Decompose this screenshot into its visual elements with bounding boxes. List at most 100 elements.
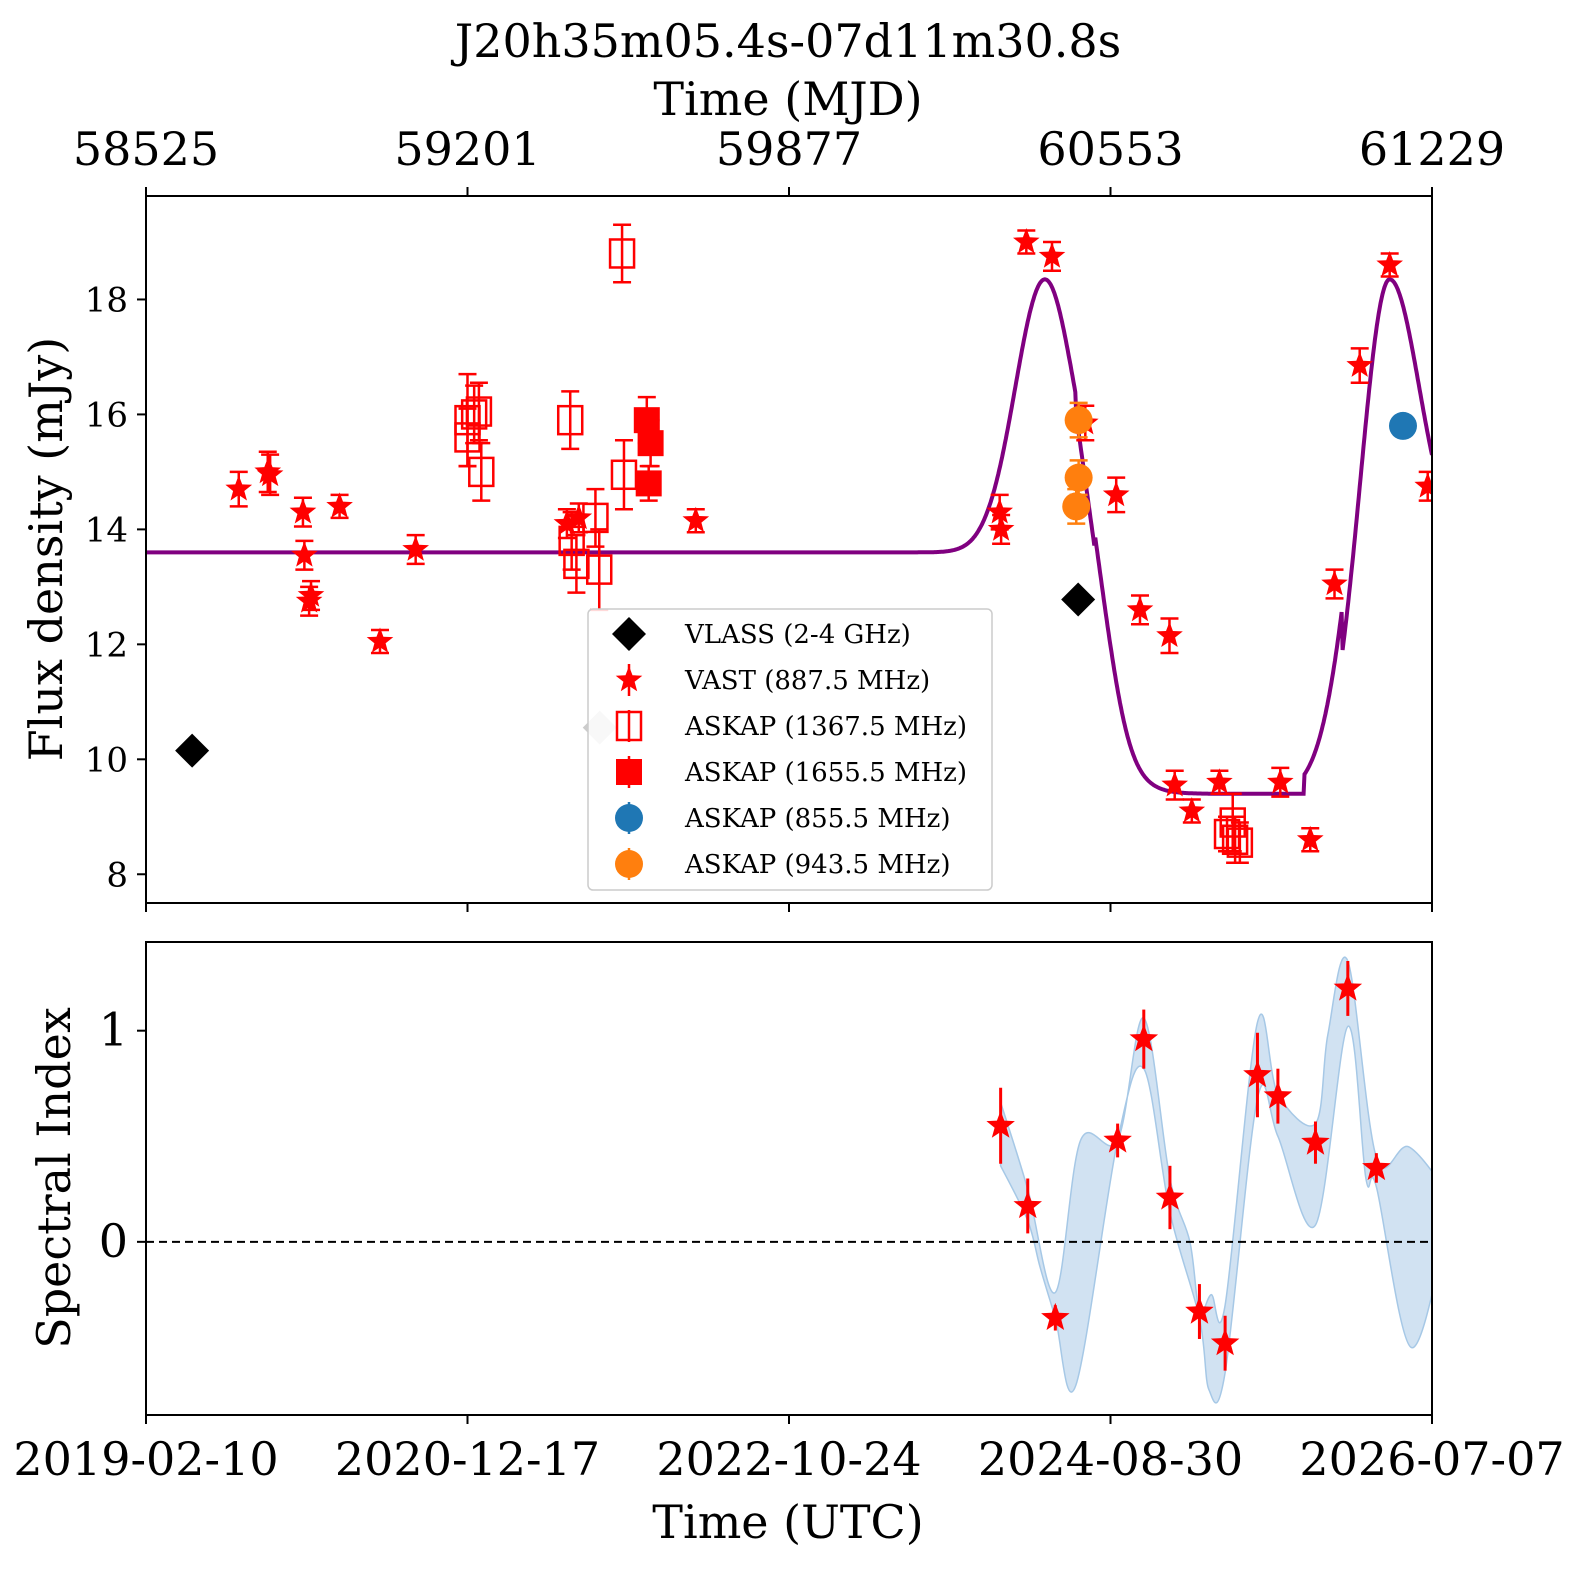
flux-point-star xyxy=(1267,768,1294,794)
spectral-point xyxy=(986,1110,1015,1138)
legend-marker-square-open xyxy=(615,710,643,742)
spectral-point xyxy=(1013,1191,1042,1219)
legend-box xyxy=(587,608,993,891)
flux-panel-frame xyxy=(145,195,1433,904)
flux-point-star xyxy=(366,627,394,653)
bottom-x-axis-label: Time (UTC) xyxy=(652,1495,923,1549)
flux-point-star xyxy=(1126,595,1154,622)
legend-label: VAST (887.5 MHz) xyxy=(684,666,930,696)
flux-point-circle xyxy=(1064,463,1093,492)
flux-point-star xyxy=(1161,771,1188,797)
flux-point-star xyxy=(1444,573,1471,598)
legend: VLASS (2-4 GHz) VAST (887.5 MHz) ASKAP (13… xyxy=(587,608,993,891)
flux-point-diamond xyxy=(175,733,210,768)
top-x-tick-label: 59201 xyxy=(394,122,540,176)
flux-point-square xyxy=(637,430,664,457)
top-x-axis-label: Time (MJD) xyxy=(653,72,922,126)
spectral-point xyxy=(1210,1328,1240,1356)
flux-y-tick-label: 18 xyxy=(85,280,128,320)
flux-point-star xyxy=(289,498,317,524)
chart-title: J20h35m05.4s-07d11m30.8s xyxy=(451,14,1121,68)
legend-marker-diamond xyxy=(612,617,646,651)
flux-y-tick-label: 14 xyxy=(85,510,128,550)
flux-point-square-open xyxy=(460,399,488,430)
flux-point-star xyxy=(402,535,429,561)
flux-point-circle xyxy=(1388,411,1417,440)
flux-y-tick-label: 16 xyxy=(85,395,128,435)
flux-point-star xyxy=(1102,480,1130,507)
flux-point-star xyxy=(1178,797,1206,823)
legend-label: ASKAP (855.5 MHz) xyxy=(684,804,950,834)
bottom-x-tick-label: 2020-12-17 xyxy=(335,1432,600,1486)
flux-point-star xyxy=(987,515,1015,541)
top-x-tick-label: 59877 xyxy=(716,122,862,176)
flux-point-star xyxy=(565,503,593,530)
spectral-point xyxy=(1301,1127,1330,1155)
spectral-point xyxy=(1129,1024,1159,1052)
legend-label: ASKAP (1655.5 MHz) xyxy=(684,758,967,788)
bottom-panel-ticks: 2019-02-10 2020-12-17 2022-10-24 2024-08-30… xyxy=(13,1003,1564,1486)
spectral-y-axis-label: Spectral Index xyxy=(27,1007,81,1349)
flux-point-star xyxy=(291,541,318,567)
flux-point-star xyxy=(1038,242,1066,268)
top-x-tick-label: 61229 xyxy=(1359,122,1505,176)
flux-point-circle xyxy=(1064,406,1093,435)
flux-point-star xyxy=(297,581,325,607)
flux-y-tick-label: 8 xyxy=(106,855,128,895)
legend-marker-circle xyxy=(615,850,643,878)
flux-point-star xyxy=(1321,570,1348,596)
flux-point-square-open xyxy=(582,502,609,534)
flux-point-star xyxy=(986,498,1013,524)
legend-marker-circle xyxy=(615,804,643,832)
flux-point-square xyxy=(635,470,662,497)
spectral-point xyxy=(1243,1060,1272,1088)
bottom-x-tick-label: 2024-08-30 xyxy=(978,1432,1243,1486)
top-panel-ticks: 58525 59201 59877 60553 61229 8 10 12 14 16 18 xyxy=(73,122,1505,912)
spectral-point xyxy=(1185,1296,1214,1324)
legend-marker-star xyxy=(615,666,643,692)
flux-point-square-open xyxy=(558,525,585,557)
flux-point-square-open xyxy=(1221,824,1249,856)
legend-label: ASKAP (943.5 MHz) xyxy=(684,850,950,880)
flux-point-star xyxy=(326,492,353,518)
flux-point-star xyxy=(256,460,284,487)
flux-point-circle xyxy=(1062,492,1091,521)
flux-point-square-open xyxy=(585,554,613,585)
bottom-x-tick-label: 2026-07-07 xyxy=(1299,1432,1564,1486)
flux-point-star xyxy=(1296,825,1324,852)
flux-point-star xyxy=(682,506,710,533)
spectral-point xyxy=(1362,1152,1391,1181)
spectral-point xyxy=(1333,973,1363,1001)
spectral-panel-frame xyxy=(145,941,1433,1416)
flux-point-star xyxy=(1376,251,1403,277)
flux-point-square-open xyxy=(608,238,636,269)
top-x-tick-label: 60553 xyxy=(1037,122,1183,176)
top-x-tick-label: 58525 xyxy=(73,122,219,176)
bottom-x-tick-label: 2022-10-24 xyxy=(656,1432,921,1486)
flux-y-tick-label: 10 xyxy=(85,740,128,780)
flux-point-diamond xyxy=(1061,582,1096,617)
flux-point-star xyxy=(1414,472,1432,498)
legend-label: ASKAP (1367.5 MHz) xyxy=(684,712,967,742)
flux-point-square-open xyxy=(465,396,493,427)
spectral-index-panel: 2019-02-10 2020-12-17 2022-10-24 2024-08-30… xyxy=(13,941,1565,1549)
flux-point-star xyxy=(1206,768,1233,794)
flux-point-star xyxy=(1156,621,1183,647)
spectral-index-points xyxy=(986,961,1391,1371)
bottom-x-tick-label: 2019-02-10 xyxy=(13,1432,278,1486)
flux-points xyxy=(175,223,1471,865)
flux-point-square-open xyxy=(468,456,495,488)
flux-panel: 58525 59201 59877 60553 61229 8 10 12 14 16 18 Flu… xyxy=(19,122,1505,912)
flux-point-star xyxy=(553,509,581,535)
spectral-point xyxy=(1103,1125,1132,1153)
flux-point-square-open xyxy=(1226,827,1254,858)
legend-marker-square xyxy=(616,759,642,785)
flux-point-star xyxy=(1013,228,1040,254)
flux-y-axis-label: Flux density (mJy) xyxy=(19,337,73,761)
flux-point-star xyxy=(1346,351,1373,377)
spectral-point xyxy=(1041,1302,1070,1330)
spectral-y-tick-label: 0 xyxy=(99,1214,128,1268)
legend-label: VLASS (2-4 GHz) xyxy=(684,620,911,650)
spectral-y-tick-label: 1 xyxy=(99,1003,128,1057)
flux-point-square-open xyxy=(556,404,584,436)
